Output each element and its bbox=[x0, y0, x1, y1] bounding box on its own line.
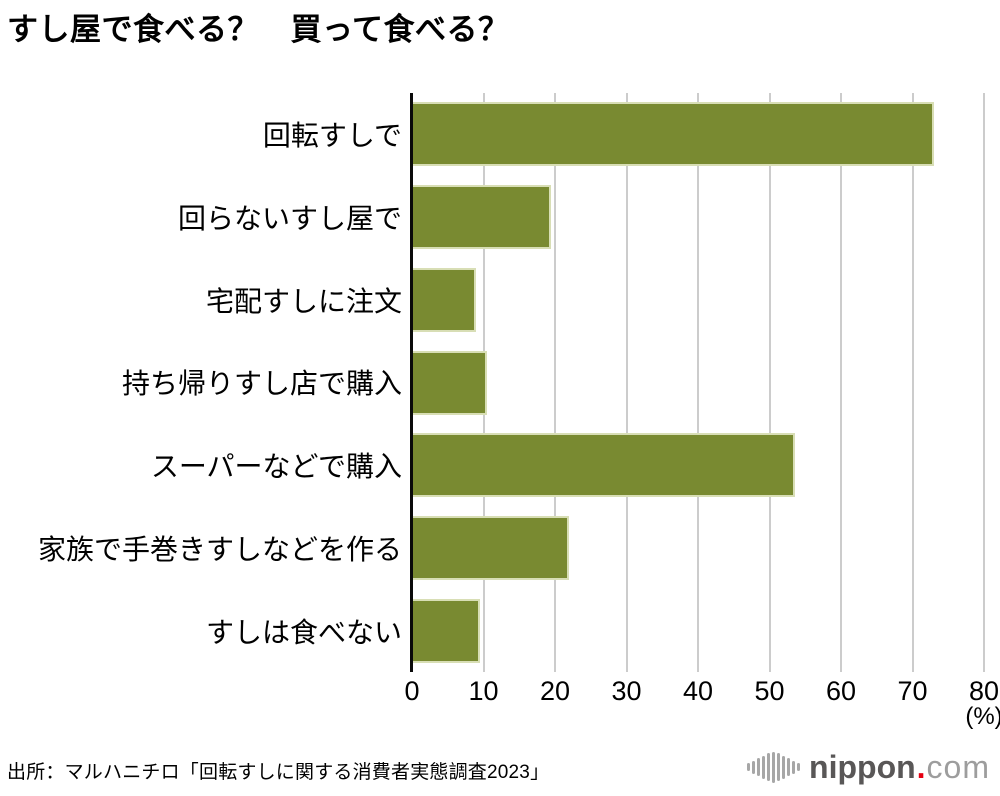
category-label-3: 持ち帰りすし店で購入 bbox=[121, 368, 402, 400]
gridline-70 bbox=[911, 93, 914, 672]
x-tick-label-10: 10 bbox=[468, 676, 499, 706]
x-tick-label-20: 20 bbox=[539, 676, 571, 706]
logo-text-com: com bbox=[926, 749, 990, 785]
x-axis: 0 10 20 30 40 50 60 70 80 bbox=[0, 676, 1000, 708]
y-axis-line bbox=[410, 93, 413, 672]
category-label-4: スーパーなどで購入 bbox=[150, 451, 402, 483]
unit-label: (%) bbox=[965, 703, 1000, 730]
chart-title: すし屋で食べる？ 買って食べる？ bbox=[7, 12, 510, 47]
bar-1 bbox=[412, 185, 552, 250]
gridline-60 bbox=[840, 93, 842, 672]
category-label-2: 宅配すしに注文 bbox=[205, 285, 402, 317]
x-tick-label-80: 80 bbox=[968, 676, 1000, 706]
bar-6 bbox=[412, 598, 480, 663]
category-label-0: 回転すしで bbox=[262, 120, 402, 152]
category-label-6: すしは食べない bbox=[205, 616, 402, 648]
category-label-5: 家族で手巻きすしなどを作る bbox=[37, 533, 402, 565]
x-tick-label-50: 50 bbox=[754, 676, 785, 706]
source-note: 出所：マルハニチロ「回転すしに関する消費者実態調査2023」 bbox=[7, 762, 550, 783]
logo-text-nippon: nippon bbox=[809, 749, 916, 785]
x-tick-label-30: 30 bbox=[611, 676, 642, 706]
bar-3 bbox=[412, 350, 488, 415]
soundwave-logo-icon bbox=[747, 750, 801, 784]
bar-5 bbox=[412, 515, 570, 580]
x-tick-label-40: 40 bbox=[682, 676, 714, 706]
x-tick-label-0: 0 bbox=[404, 676, 420, 706]
gridline-50 bbox=[768, 93, 771, 672]
bar-2 bbox=[412, 267, 477, 332]
nippon-logo: nippon. com bbox=[747, 750, 990, 784]
gridline-30 bbox=[625, 93, 628, 672]
bar-4 bbox=[412, 433, 795, 498]
gridline-80 bbox=[983, 93, 985, 672]
category-label-1: 回らないすし屋で bbox=[177, 203, 402, 235]
bar-0 bbox=[412, 102, 934, 167]
gridline-20 bbox=[554, 93, 556, 672]
logo-text: nippon. com bbox=[809, 751, 990, 783]
logo-dot: . bbox=[916, 749, 926, 785]
x-tick-label-70: 70 bbox=[897, 676, 928, 706]
plot-region bbox=[410, 93, 985, 672]
x-tick-label-60: 60 bbox=[825, 676, 857, 706]
gridline-40 bbox=[697, 93, 699, 672]
